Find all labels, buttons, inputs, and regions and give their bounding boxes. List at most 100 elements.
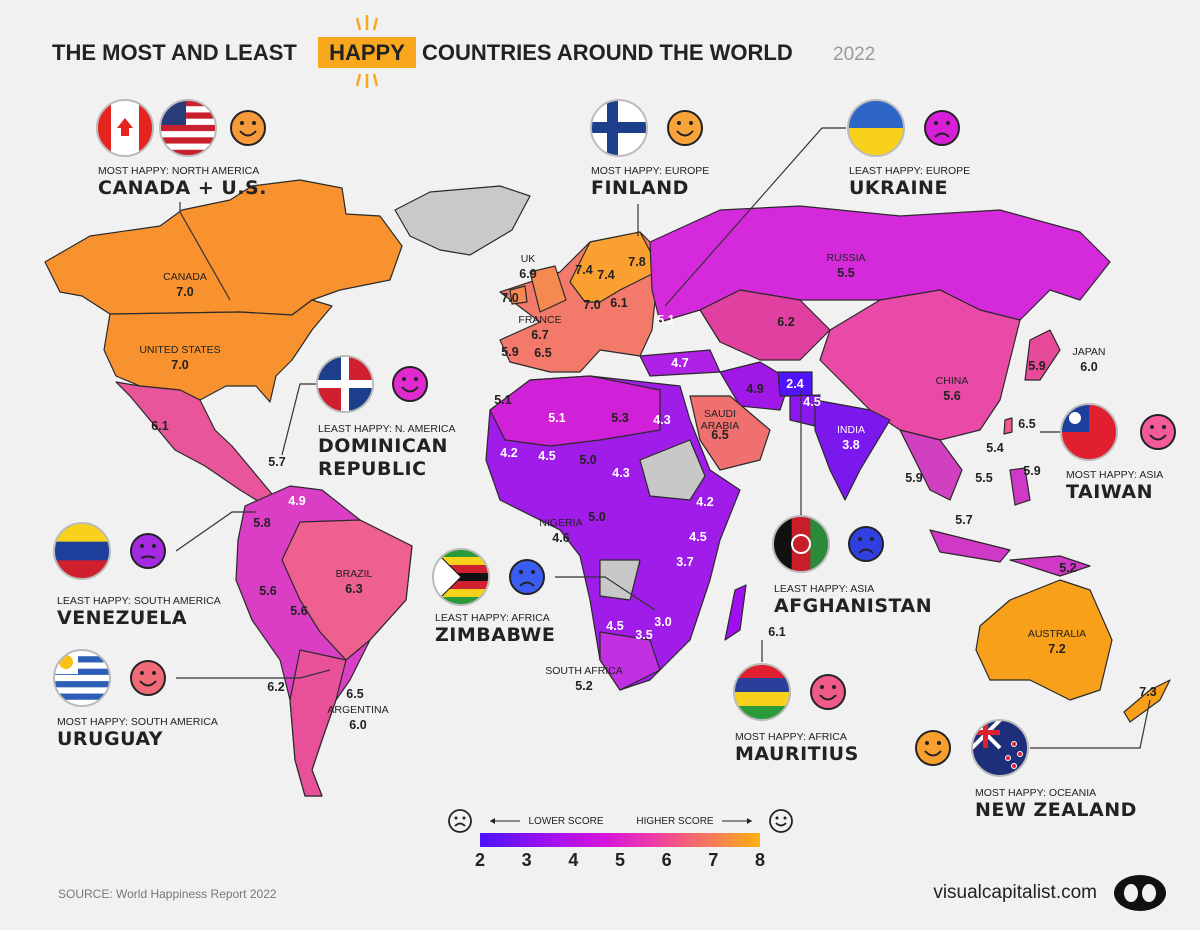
country-score: 5.0 [579, 453, 596, 467]
country-score: 5.9 [905, 471, 922, 485]
country-score: 7.0 [501, 291, 518, 305]
country-score: 5.2 [575, 679, 592, 693]
country-score: 7.2 [1048, 642, 1065, 656]
country-score: 6.2 [267, 680, 284, 694]
country-name: NIGERIA [539, 517, 582, 529]
legend-scale-label: 8 [755, 850, 765, 870]
flag-part [54, 681, 110, 688]
smiley-eye [240, 121, 244, 125]
flag-part [54, 541, 110, 561]
country-score: 3.7 [676, 555, 693, 569]
smiley-face [130, 660, 166, 696]
brand-logo [1114, 875, 1166, 911]
legend-scale-label: 6 [662, 850, 672, 870]
country-score: 4.5 [538, 449, 555, 463]
country-score: 5.4 [986, 441, 1003, 455]
country-name-line: ARABIA [701, 420, 740, 432]
source: SOURCE: World Happiness Report 2022 [58, 887, 277, 901]
flag-ring [772, 515, 830, 573]
title-lead: THE MOST AND LEAST [52, 40, 297, 65]
country-score: 4.2 [500, 446, 517, 460]
smiley [667, 110, 703, 146]
flag [160, 100, 216, 156]
smiley [915, 730, 951, 766]
smiley [848, 526, 884, 562]
flag-ring [53, 649, 111, 707]
united-states [103, 299, 333, 403]
flag-part [433, 597, 489, 605]
flag-ring [432, 548, 490, 606]
callout-country: AFGHANISTAN [774, 595, 932, 617]
flag-part [160, 124, 216, 132]
country-score: 6.5 [711, 428, 728, 442]
smiley [924, 110, 960, 146]
callout-heading: MOST HAPPY: OCEANIA [975, 787, 1096, 799]
smiley [130, 660, 166, 696]
flag-part [433, 557, 489, 566]
smiley [392, 366, 428, 402]
india [814, 399, 891, 501]
country-score: 6.2 [777, 315, 794, 329]
country-score: 5.9 [501, 345, 518, 359]
islands-asia [929, 467, 1091, 577]
callout-country: UKRAINE [849, 177, 948, 199]
flag-star [1011, 763, 1017, 769]
country-score: 5.6 [290, 604, 307, 618]
country-score: 6.5 [1018, 417, 1035, 431]
legend: LOWER SCORE HIGHER SCORE 2 3 4 5 6 7 8 [448, 809, 793, 870]
smiley-face [392, 366, 428, 402]
country-score: 6.0 [349, 718, 366, 732]
flag-sun [1069, 412, 1081, 424]
smiley [1140, 414, 1176, 450]
country-name: JAPAN [1072, 346, 1105, 358]
country-score: 6.5 [534, 346, 551, 360]
flag-ring [733, 663, 791, 721]
country-name: ARGENTINA [327, 704, 388, 716]
country-score: 4.7 [671, 356, 688, 370]
title-rest: COUNTRIES AROUND THE WORLD [422, 40, 793, 65]
china [819, 289, 1021, 441]
country-score: 6.5 [346, 687, 363, 701]
smiley-eye [925, 741, 929, 745]
smiley-eye [531, 570, 535, 574]
flag-part [54, 687, 110, 695]
smiley-mouth [934, 132, 950, 138]
flag-ring [96, 99, 154, 157]
country-score: 5.7 [955, 513, 972, 527]
brazil [281, 519, 413, 661]
taiwan [1003, 417, 1013, 435]
callout-heading: MOST HAPPY: EUROPE [591, 165, 709, 177]
leader-line [281, 383, 316, 456]
smiley-eye [870, 537, 874, 541]
smiley-mouth [819, 694, 837, 701]
greenland [394, 185, 531, 256]
smiley-eye [858, 537, 862, 541]
flag-part [433, 549, 489, 558]
australia [975, 579, 1113, 701]
smiley-eye [689, 121, 693, 125]
legend-gradient [480, 833, 760, 847]
flag-star [1017, 751, 1023, 757]
callout-country: URUGUAY [57, 728, 163, 750]
country-score: 5.6 [259, 584, 276, 598]
legend-scale-label: 5 [615, 850, 625, 870]
flag-part [791, 516, 811, 572]
callout-country: ZIMBABWE [435, 624, 555, 646]
flag [433, 549, 489, 605]
flag-ring [847, 99, 905, 157]
country-score: 5.1 [494, 393, 511, 407]
flag-part [54, 693, 110, 701]
legend-arrow-head [490, 818, 495, 824]
callout-heading: LEAST HAPPY: N. AMERICA [318, 423, 456, 435]
flag-leaf [117, 118, 133, 136]
flag-part [160, 118, 216, 126]
country-score: 5.3 [611, 411, 628, 425]
country-score: 3.5 [635, 628, 652, 642]
smiley-face [509, 559, 545, 595]
country-score: 5.7 [268, 455, 285, 469]
country-name: AUSTRALIA [1028, 628, 1086, 640]
smiley-face [1140, 414, 1176, 450]
flag-part [54, 674, 110, 682]
country-score: 7.0 [176, 285, 193, 299]
smiley-face [915, 730, 951, 766]
